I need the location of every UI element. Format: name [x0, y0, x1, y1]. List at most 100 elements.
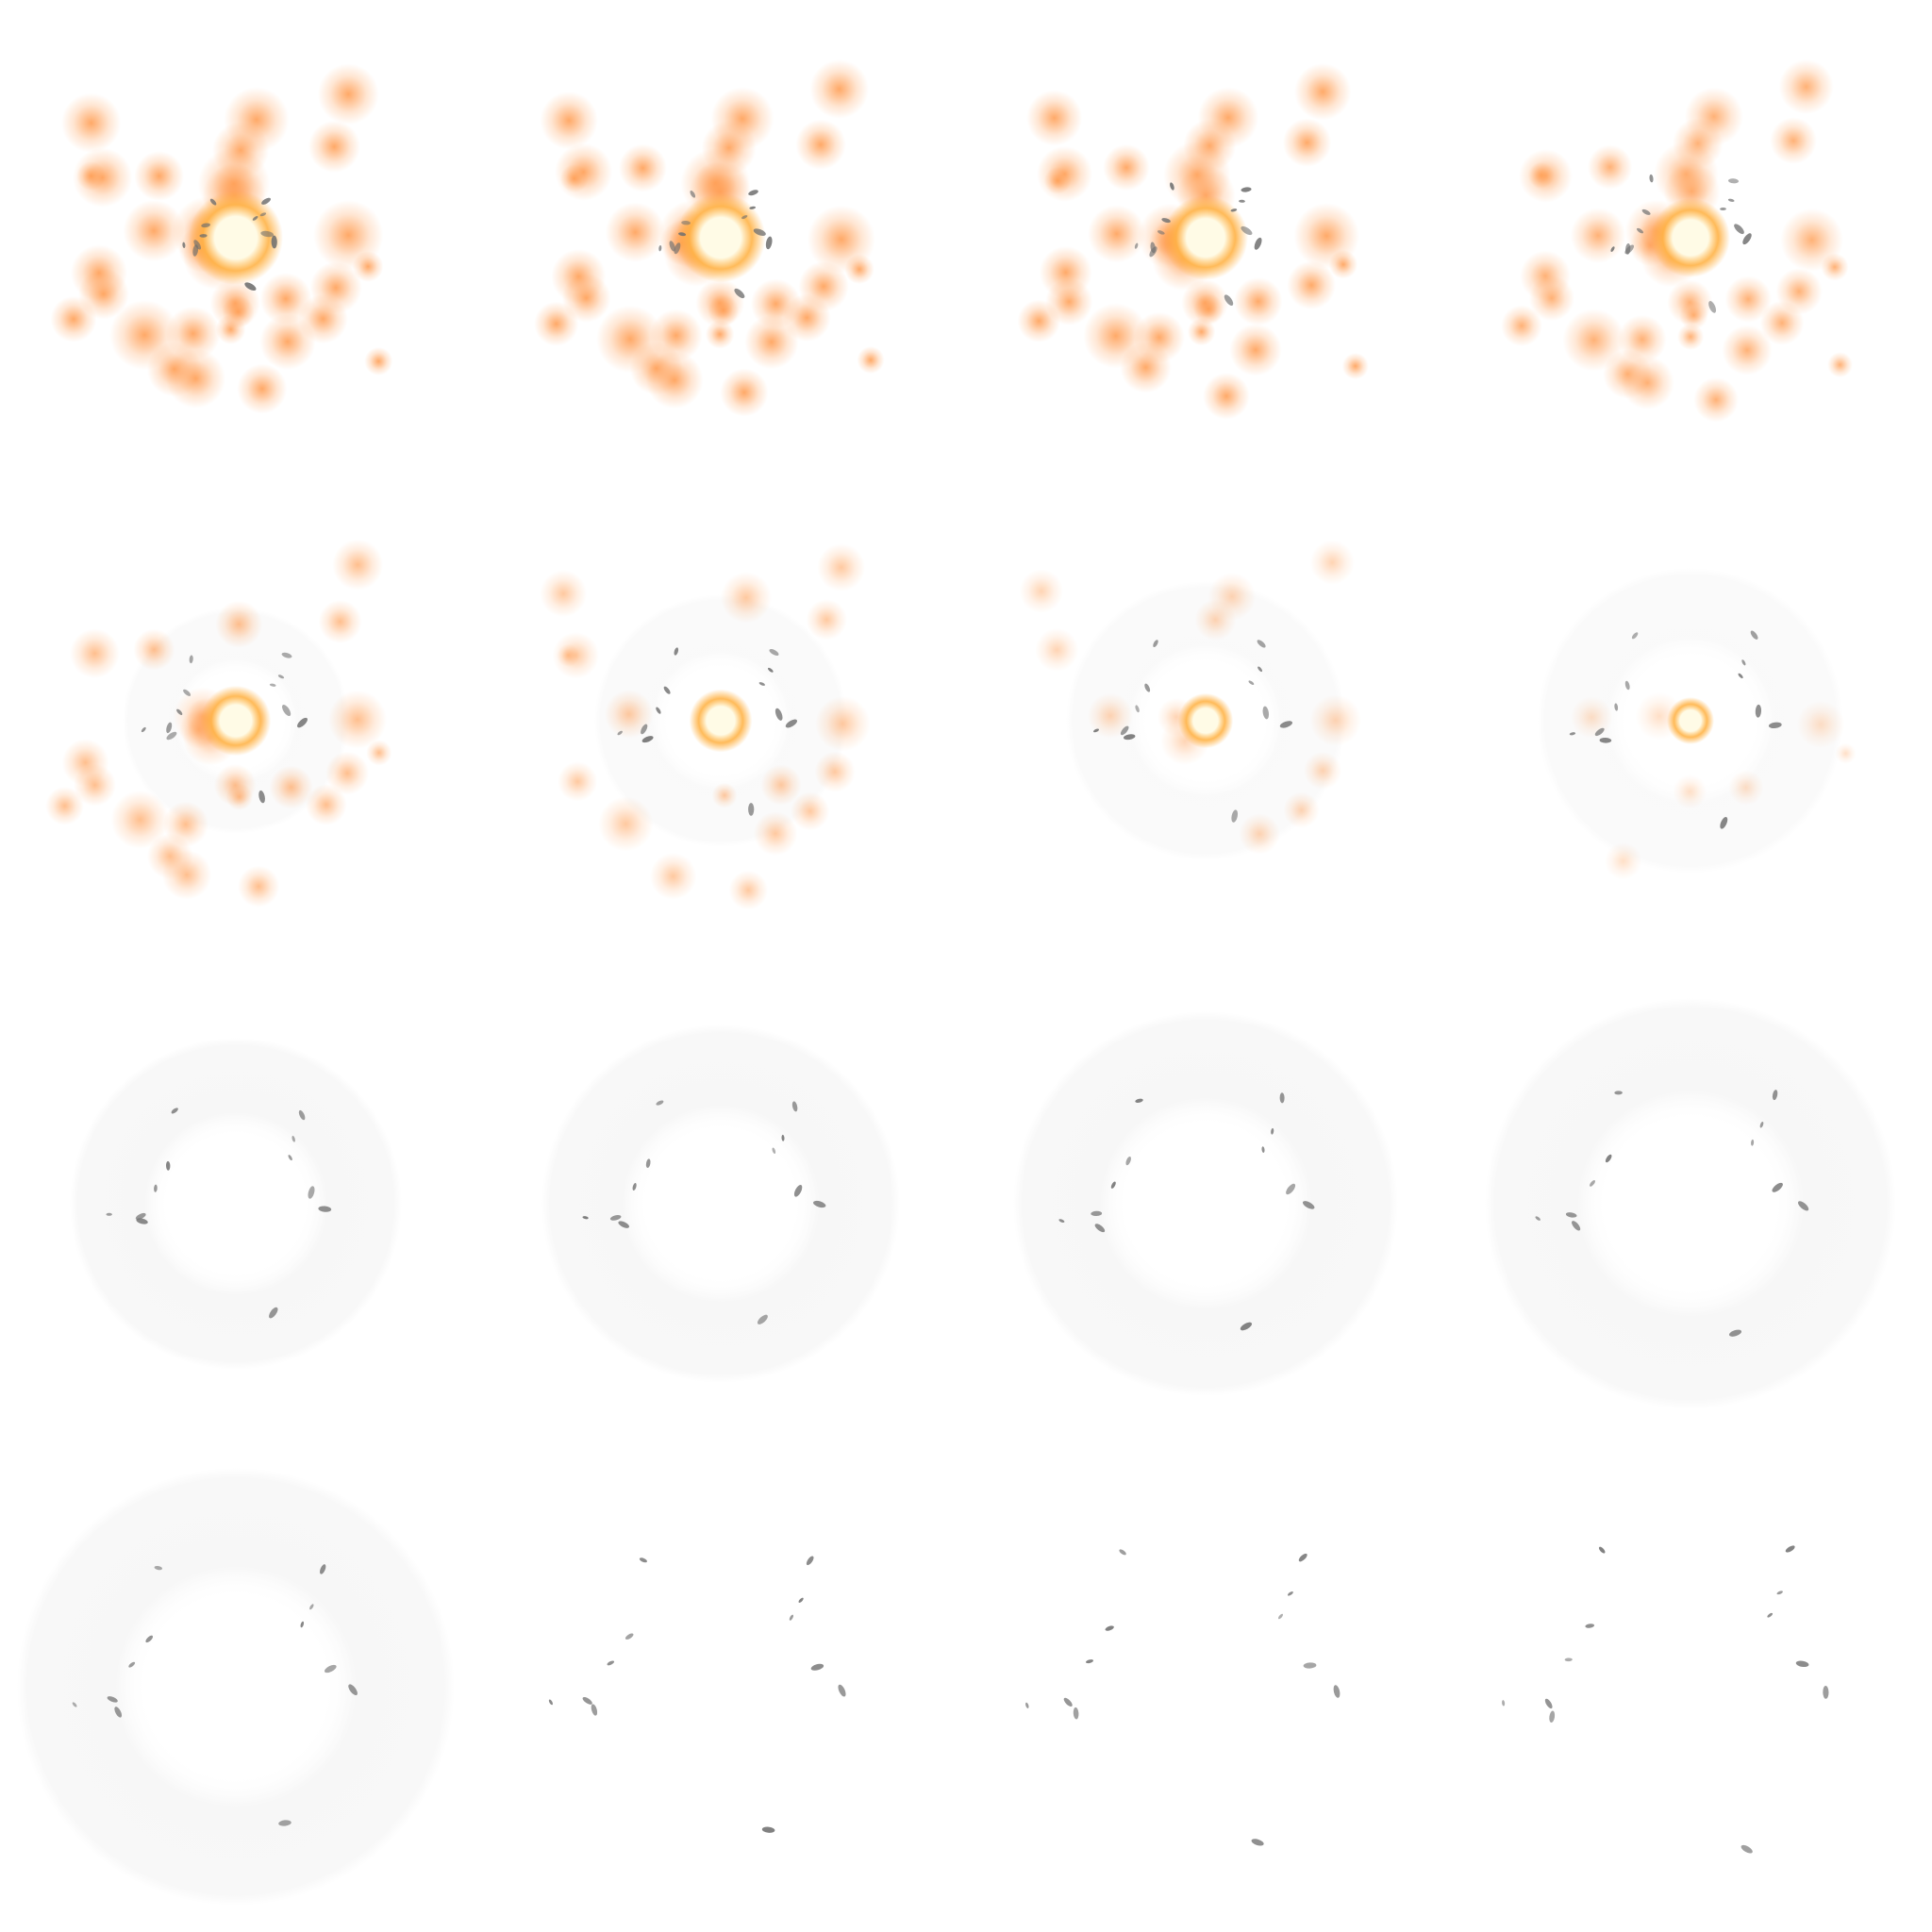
spark — [325, 751, 369, 795]
debris-fragment — [1279, 1092, 1285, 1104]
spark — [791, 791, 830, 831]
debris-fragment — [663, 686, 671, 694]
debris-fragment — [107, 1696, 118, 1703]
smoke-ring — [1013, 1011, 1398, 1396]
explosion-frame-6 — [540, 543, 871, 910]
debris-fragment — [1738, 673, 1743, 679]
debris-fragment — [1063, 1697, 1073, 1707]
debris-fragment — [183, 689, 192, 696]
debris-fragment — [1073, 1707, 1079, 1720]
debris-fragment — [1798, 1201, 1809, 1211]
explosion-frame-10 — [541, 1024, 900, 1383]
debris-fragment — [1767, 1612, 1774, 1618]
sprite-frame-6 — [483, 483, 966, 966]
spark — [1234, 277, 1283, 326]
debris-fragment — [1759, 1122, 1764, 1128]
spark — [555, 142, 612, 201]
spark — [215, 600, 263, 648]
debris-fragment — [1241, 187, 1252, 192]
debris-fragment — [639, 1557, 647, 1563]
debris-fragment — [1303, 1662, 1317, 1669]
debris-fragment — [1230, 208, 1238, 212]
debris-fragment — [1224, 294, 1234, 306]
debris-fragment — [656, 1100, 664, 1106]
sprite-frame-10 — [483, 966, 966, 1449]
debris-fragment — [1277, 1613, 1284, 1620]
spark — [1019, 569, 1063, 613]
debris-fragment — [1257, 666, 1263, 673]
explosion-frame-13 — [17, 1468, 455, 1906]
spark — [313, 200, 384, 271]
debris-fragment — [625, 1633, 634, 1640]
spark — [1341, 353, 1369, 380]
debris-fragment — [641, 736, 654, 743]
debris-fragment — [1248, 680, 1255, 686]
debris-fragment — [154, 1184, 158, 1192]
sprite-frame-12 — [1449, 966, 1932, 1449]
debris-fragment — [548, 1699, 553, 1706]
spark — [629, 341, 683, 395]
debris-fragment — [669, 241, 675, 252]
debris-fragment — [145, 1635, 154, 1643]
explosion-frame-4 — [1501, 59, 1853, 423]
debris-fragment — [201, 223, 210, 228]
spark — [328, 690, 387, 749]
debris-fragment — [189, 655, 193, 664]
debris-fragment — [789, 1614, 794, 1621]
debris-fragment — [1569, 732, 1576, 736]
spark — [1045, 277, 1093, 325]
spark — [269, 765, 313, 809]
debris-fragment — [1271, 1127, 1274, 1135]
spark — [605, 690, 654, 739]
debris-fragment — [277, 675, 285, 679]
debris-fragment — [1261, 1146, 1265, 1153]
debris-fragment — [591, 1704, 598, 1716]
spark — [540, 570, 587, 617]
debris-fragment — [1241, 225, 1253, 236]
sprite-frame-9 — [0, 966, 483, 1449]
debris-fragment — [1624, 244, 1635, 255]
debris-fragment — [748, 190, 758, 196]
spark — [1528, 275, 1574, 322]
debris-fragment — [641, 724, 648, 735]
spark — [224, 87, 290, 153]
spark — [809, 59, 869, 119]
debris-fragment — [1750, 630, 1758, 640]
debris-fragment — [1755, 704, 1762, 718]
debris-fragment — [136, 1218, 148, 1224]
spark — [1239, 813, 1280, 855]
debris-fragment — [192, 244, 199, 257]
debris-fragment — [1257, 640, 1266, 648]
spark — [753, 811, 798, 856]
debris-fragment — [1636, 227, 1644, 234]
debris-fragment — [793, 1184, 803, 1197]
debris-fragment — [1727, 198, 1735, 202]
spark — [710, 87, 774, 151]
explosion-frame-1 — [50, 63, 393, 414]
debris-fragment — [1544, 1698, 1553, 1709]
debris-fragment — [1535, 1216, 1541, 1221]
debris-fragment — [609, 1215, 622, 1221]
spark — [237, 363, 288, 414]
spark — [110, 791, 170, 849]
debris-fragment — [1502, 1700, 1506, 1707]
debris-fragment — [582, 1696, 592, 1705]
debris-fragment — [1742, 233, 1752, 245]
debris-fragment — [1776, 1591, 1783, 1595]
spark — [711, 782, 738, 808]
explosion-frame-2 — [534, 59, 885, 417]
debris-fragment — [261, 197, 271, 205]
spark — [817, 543, 865, 591]
debris-fragment — [291, 1136, 295, 1142]
debris-fragment — [1599, 737, 1612, 743]
debris-fragment — [193, 240, 202, 250]
debris-fragment — [838, 1684, 846, 1697]
spark — [1673, 774, 1707, 809]
debris-fragment — [1823, 1686, 1829, 1699]
debris-fragment — [753, 228, 766, 237]
debris-fragment — [681, 220, 691, 225]
debris-fragment — [281, 652, 292, 658]
debris-fragment — [154, 1565, 163, 1571]
debris-fragment — [1231, 809, 1239, 823]
debris-fragment — [318, 1206, 332, 1212]
